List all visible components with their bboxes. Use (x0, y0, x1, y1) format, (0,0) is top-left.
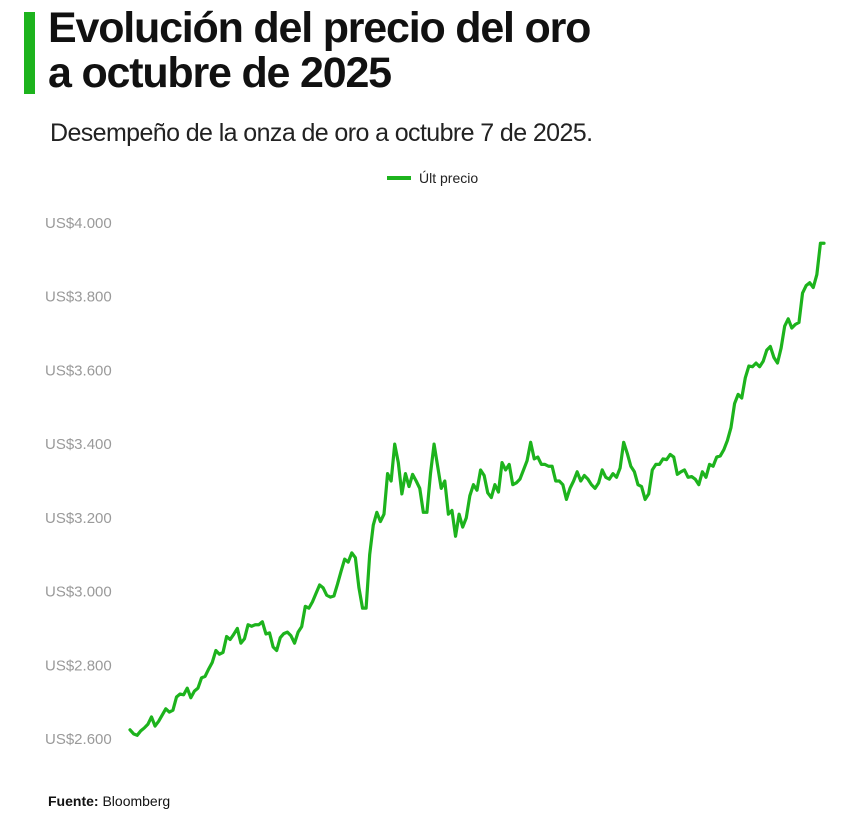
y-tick-label: US$3.000 (45, 584, 112, 601)
y-tick-label: US$2.600 (45, 731, 112, 748)
legend-swatch (387, 176, 411, 180)
y-tick-label: US$3.800 (45, 289, 112, 306)
legend-label: Últ precio (419, 170, 479, 186)
y-axis: US$2.600 US$2.800 US$3.000 US$3.200 US$3.400… (45, 215, 112, 748)
source-value: Bloomberg (102, 793, 171, 809)
line-chart: US$2.600 US$2.800 US$3.000 US$3.200 US$3.400… (45, 215, 826, 748)
source-label: Fuente: (48, 793, 99, 809)
y-tick-label: US$2.800 (45, 657, 112, 674)
y-tick-label: US$3.400 (45, 436, 112, 453)
y-tick-label: US$4.000 (45, 215, 112, 232)
chart-title: Evolución del precio del oro a octubre d… (48, 4, 591, 97)
chart-subtitle: Desempeño de la onza de oro a octubre 7 … (50, 119, 593, 147)
y-tick-label: US$3.200 (45, 510, 112, 527)
title-accent-bar (24, 12, 35, 94)
series-line (128, 241, 826, 737)
y-tick-label: US$3.600 (45, 362, 112, 379)
source-note: Fuente: Bloomberg (48, 793, 170, 809)
legend: Últ precio (387, 170, 478, 186)
series-group (128, 241, 826, 737)
